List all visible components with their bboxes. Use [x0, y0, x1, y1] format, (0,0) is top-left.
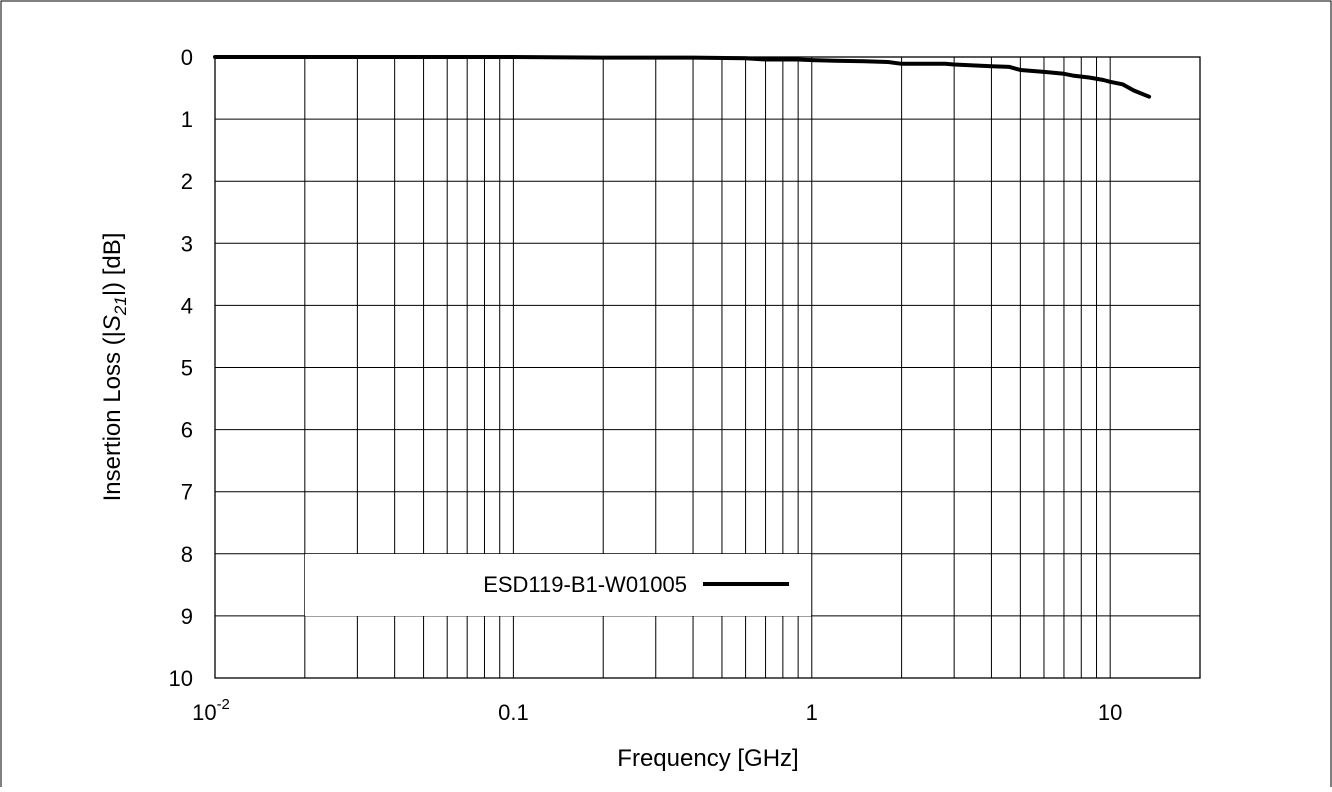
y-axis-label: Insertion Loss (|S21|) [dB]: [99, 233, 130, 502]
y-tick-label: 3: [181, 231, 193, 256]
y-tick-label: 0: [181, 45, 193, 70]
legend: ESD119-B1-W01005: [305, 554, 811, 616]
y-tick-label: 5: [181, 356, 193, 381]
y-axis-label-var: S: [99, 315, 126, 331]
y-tick-labels: 0 1 2 3 4 5 6 7 8 9 10: [169, 45, 193, 691]
y-tick-label: 2: [181, 169, 193, 194]
series-line-esd119-b1-w01005: [213, 55, 1152, 99]
y-axis-label-sub: 21: [111, 296, 130, 316]
x-tick-label: 10-2: [192, 696, 230, 725]
y-tick-label: 9: [181, 604, 193, 629]
y-tick-label: 10: [169, 666, 193, 691]
legend-label: ESD119-B1-W01005: [483, 572, 687, 597]
x-axis-label: Frequency [GHz]: [617, 745, 798, 772]
y-tick-label: 6: [181, 418, 193, 443]
y-tick-label: 4: [181, 293, 193, 318]
x-tick-labels: 10-2 0.1 1 10: [192, 696, 1122, 725]
x-tick-exponent: -2: [217, 696, 230, 713]
y-tick-label: 8: [181, 542, 193, 567]
y-tick-label: 7: [181, 480, 193, 505]
x-tick-label: 0.1: [498, 700, 529, 725]
y-axis-label-prefix: Insertion Loss (|: [99, 331, 126, 501]
y-axis-label-suffix: |) [dB]: [99, 233, 126, 297]
x-tick-label: 1: [806, 700, 818, 725]
x-tick-label: 10: [1098, 700, 1122, 725]
x-tick-base: 10: [192, 700, 216, 725]
y-tick-label: 1: [181, 107, 193, 132]
